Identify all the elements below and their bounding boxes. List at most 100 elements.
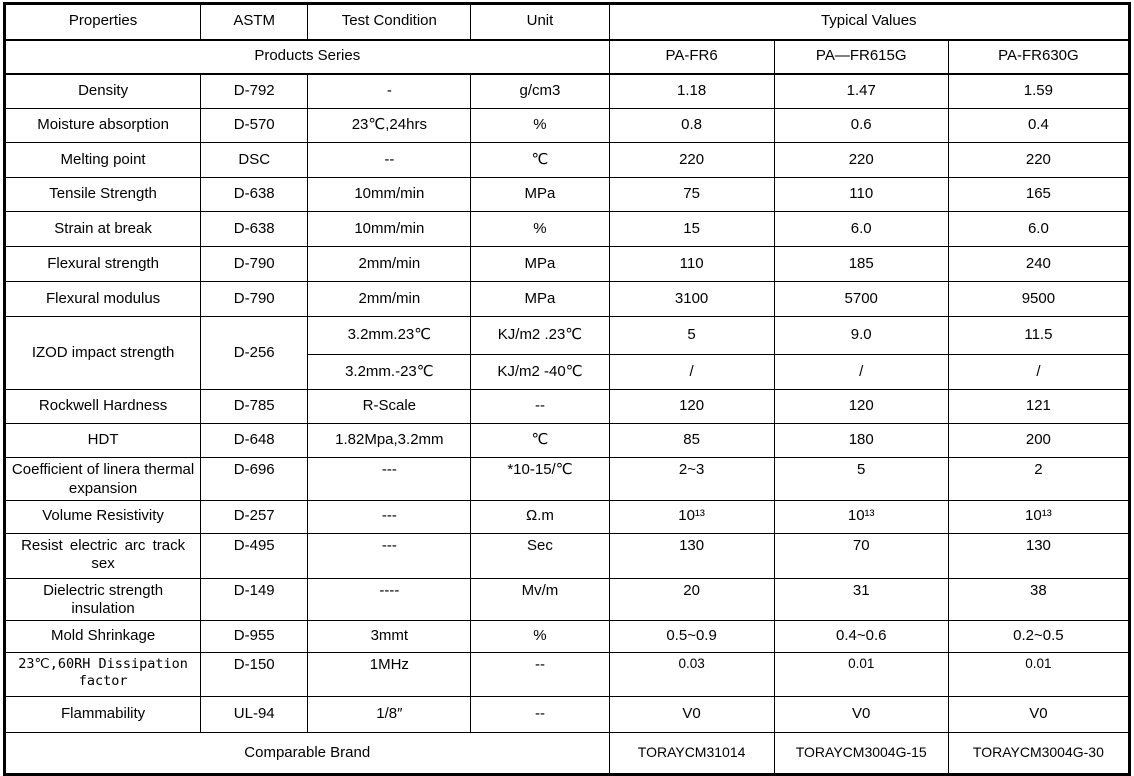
table-row: Resist electric arc track sex D-495 --- … bbox=[3, 532, 1131, 579]
table-row: Strain at break D-638 10mm/min % 15 6.0 … bbox=[3, 211, 1131, 247]
header-test-condition: Test Condition bbox=[307, 3, 472, 40]
table-row: 23℃,60RH Dissipation factor D-150 1MHz -… bbox=[3, 652, 1131, 697]
property-cell: Tensile Strength bbox=[3, 177, 202, 212]
table-row: Flammability UL-94 1/8″ -- V0 V0 V0 bbox=[3, 696, 1131, 733]
property-cell: Strain at break bbox=[3, 211, 202, 247]
value-cell: 185 bbox=[773, 246, 949, 282]
products-series-row: Products Series PA-FR6 PA—FR615G PA-FR63… bbox=[4, 38, 1131, 75]
unit-cell: *10-15/℃ bbox=[470, 457, 610, 501]
unit-cell: % bbox=[470, 108, 610, 143]
astm-cell: DSC bbox=[200, 142, 309, 178]
astm-cell: D-570 bbox=[200, 108, 309, 143]
unit-cell: Mv/m bbox=[470, 577, 610, 621]
value-cell: 3100 bbox=[608, 281, 775, 317]
value-cell: 11.5 bbox=[947, 316, 1131, 355]
value-cell: 120 bbox=[608, 389, 775, 424]
unit-cell: -- bbox=[470, 696, 610, 733]
property-cell: Resist electric arc track sex bbox=[3, 532, 202, 579]
unit-cell: % bbox=[470, 620, 610, 653]
value-cell: 9.0 bbox=[773, 316, 949, 355]
unit-cell: ℃ bbox=[470, 423, 610, 458]
value-cell: 0.2~0.5 bbox=[947, 620, 1131, 653]
value-cell: 0.01 bbox=[773, 652, 949, 697]
value-cell: 2~3 bbox=[608, 457, 775, 501]
value-cell: 1.47 bbox=[773, 73, 949, 109]
value-cell: 1.18 bbox=[608, 73, 775, 109]
value-cell: 5 bbox=[773, 457, 949, 501]
value-cell: 220 bbox=[608, 142, 775, 178]
value-cell: 5 bbox=[608, 316, 775, 355]
property-cell: Mold Shrinkage bbox=[3, 620, 202, 653]
table-row: Coefficient of linera thermal expansion … bbox=[3, 457, 1131, 501]
product-name: PA-FR630G bbox=[947, 38, 1131, 75]
value-cell: / bbox=[773, 354, 949, 390]
material-properties-table: Properties ASTM Test Condition Unit Typi… bbox=[3, 2, 1131, 776]
unit-cell: MPa bbox=[470, 177, 610, 212]
unit-cell: MPa bbox=[470, 246, 610, 282]
condition-cell: --- bbox=[307, 532, 472, 579]
header-typical-values: Typical Values bbox=[608, 3, 1131, 40]
property-cell: Coefficient of linera thermal expansion bbox=[3, 457, 202, 501]
value-cell: 120 bbox=[773, 389, 949, 424]
value-cell: 130 bbox=[608, 532, 775, 579]
condition-cell: --- bbox=[307, 457, 472, 501]
astm-cell: D-792 bbox=[200, 73, 309, 109]
header-astm: ASTM bbox=[200, 3, 309, 40]
value-cell: 6.0 bbox=[947, 211, 1131, 247]
value-cell: 38 bbox=[947, 577, 1131, 621]
header-row: Properties ASTM Test Condition Unit Typi… bbox=[3, 3, 1131, 40]
brand-cell: TORAYCM3004G-15 bbox=[773, 732, 949, 775]
astm-cell: UL-94 bbox=[200, 696, 309, 733]
value-cell: / bbox=[947, 354, 1131, 390]
value-cell: 9500 bbox=[947, 281, 1131, 317]
astm-cell: D-495 bbox=[200, 532, 309, 579]
property-cell: Moisture absorption bbox=[3, 108, 202, 143]
comparable-brand-row: Comparable Brand TORAYCM31014 TORAYCM300… bbox=[4, 732, 1131, 775]
value-cell: V0 bbox=[773, 696, 949, 733]
brand-cell: TORAYCM31014 bbox=[608, 732, 775, 775]
value-cell: 2 bbox=[947, 457, 1131, 501]
table-row: Dielectric strength insulation D-149 ---… bbox=[3, 577, 1131, 621]
table-row: Density D-792 - g/cm3 1.18 1.47 1.59 bbox=[3, 73, 1131, 109]
table-row: IZOD impact strength D-256 3.2mm.23℃ KJ/… bbox=[3, 316, 1131, 390]
condition-cell: 10mm/min bbox=[307, 177, 472, 212]
condition-cell: -- bbox=[307, 142, 472, 178]
condition-cell: 10mm/min bbox=[307, 211, 472, 247]
condition-cell: R-Scale bbox=[307, 389, 472, 424]
comparable-brand-label: Comparable Brand bbox=[4, 732, 610, 775]
value-cell: 165 bbox=[947, 177, 1131, 212]
value-cell: / bbox=[608, 354, 775, 390]
value-cell: 220 bbox=[947, 142, 1131, 178]
value-cell: 15 bbox=[608, 211, 775, 247]
header-unit: Unit bbox=[470, 3, 610, 40]
astm-cell: D-150 bbox=[200, 652, 309, 697]
value-cell: 5700 bbox=[773, 281, 949, 317]
value-cell: 10¹³ bbox=[773, 499, 949, 534]
condition-cell: --- bbox=[307, 499, 472, 534]
unit-cell: g/cm3 bbox=[470, 73, 610, 109]
property-cell: Flammability bbox=[3, 696, 202, 733]
value-cell: 110 bbox=[608, 246, 775, 282]
value-cell: 0.4 bbox=[947, 108, 1131, 143]
astm-cell: D-696 bbox=[200, 457, 309, 501]
property-cell: Flexural modulus bbox=[3, 281, 202, 317]
value-cell: 1.59 bbox=[947, 73, 1131, 109]
property-cell: HDT bbox=[3, 423, 202, 458]
value-cell: 110 bbox=[773, 177, 949, 212]
table-row: Tensile Strength D-638 10mm/min MPa 75 1… bbox=[3, 177, 1131, 212]
value-cell: 0.6 bbox=[773, 108, 949, 143]
condition-cell: 3.2mm.23℃ bbox=[307, 316, 472, 355]
property-cell: Dielectric strength insulation bbox=[3, 577, 202, 621]
product-name: PA—FR615G bbox=[773, 38, 949, 75]
astm-cell: D-638 bbox=[200, 177, 309, 212]
value-cell: 220 bbox=[773, 142, 949, 178]
value-cell: 130 bbox=[947, 532, 1131, 579]
table-row: Rockwell Hardness D-785 R-Scale -- 120 1… bbox=[3, 389, 1131, 424]
astm-cell: D-790 bbox=[200, 281, 309, 317]
astm-cell: D-257 bbox=[200, 499, 309, 534]
condition-cell: 1/8″ bbox=[307, 696, 472, 733]
table-row: HDT D-648 1.82Mpa,3.2mm ℃ 85 180 200 bbox=[3, 423, 1131, 458]
property-cell: Density bbox=[3, 73, 202, 109]
brand-cell: TORAYCM3004G-30 bbox=[947, 732, 1131, 775]
